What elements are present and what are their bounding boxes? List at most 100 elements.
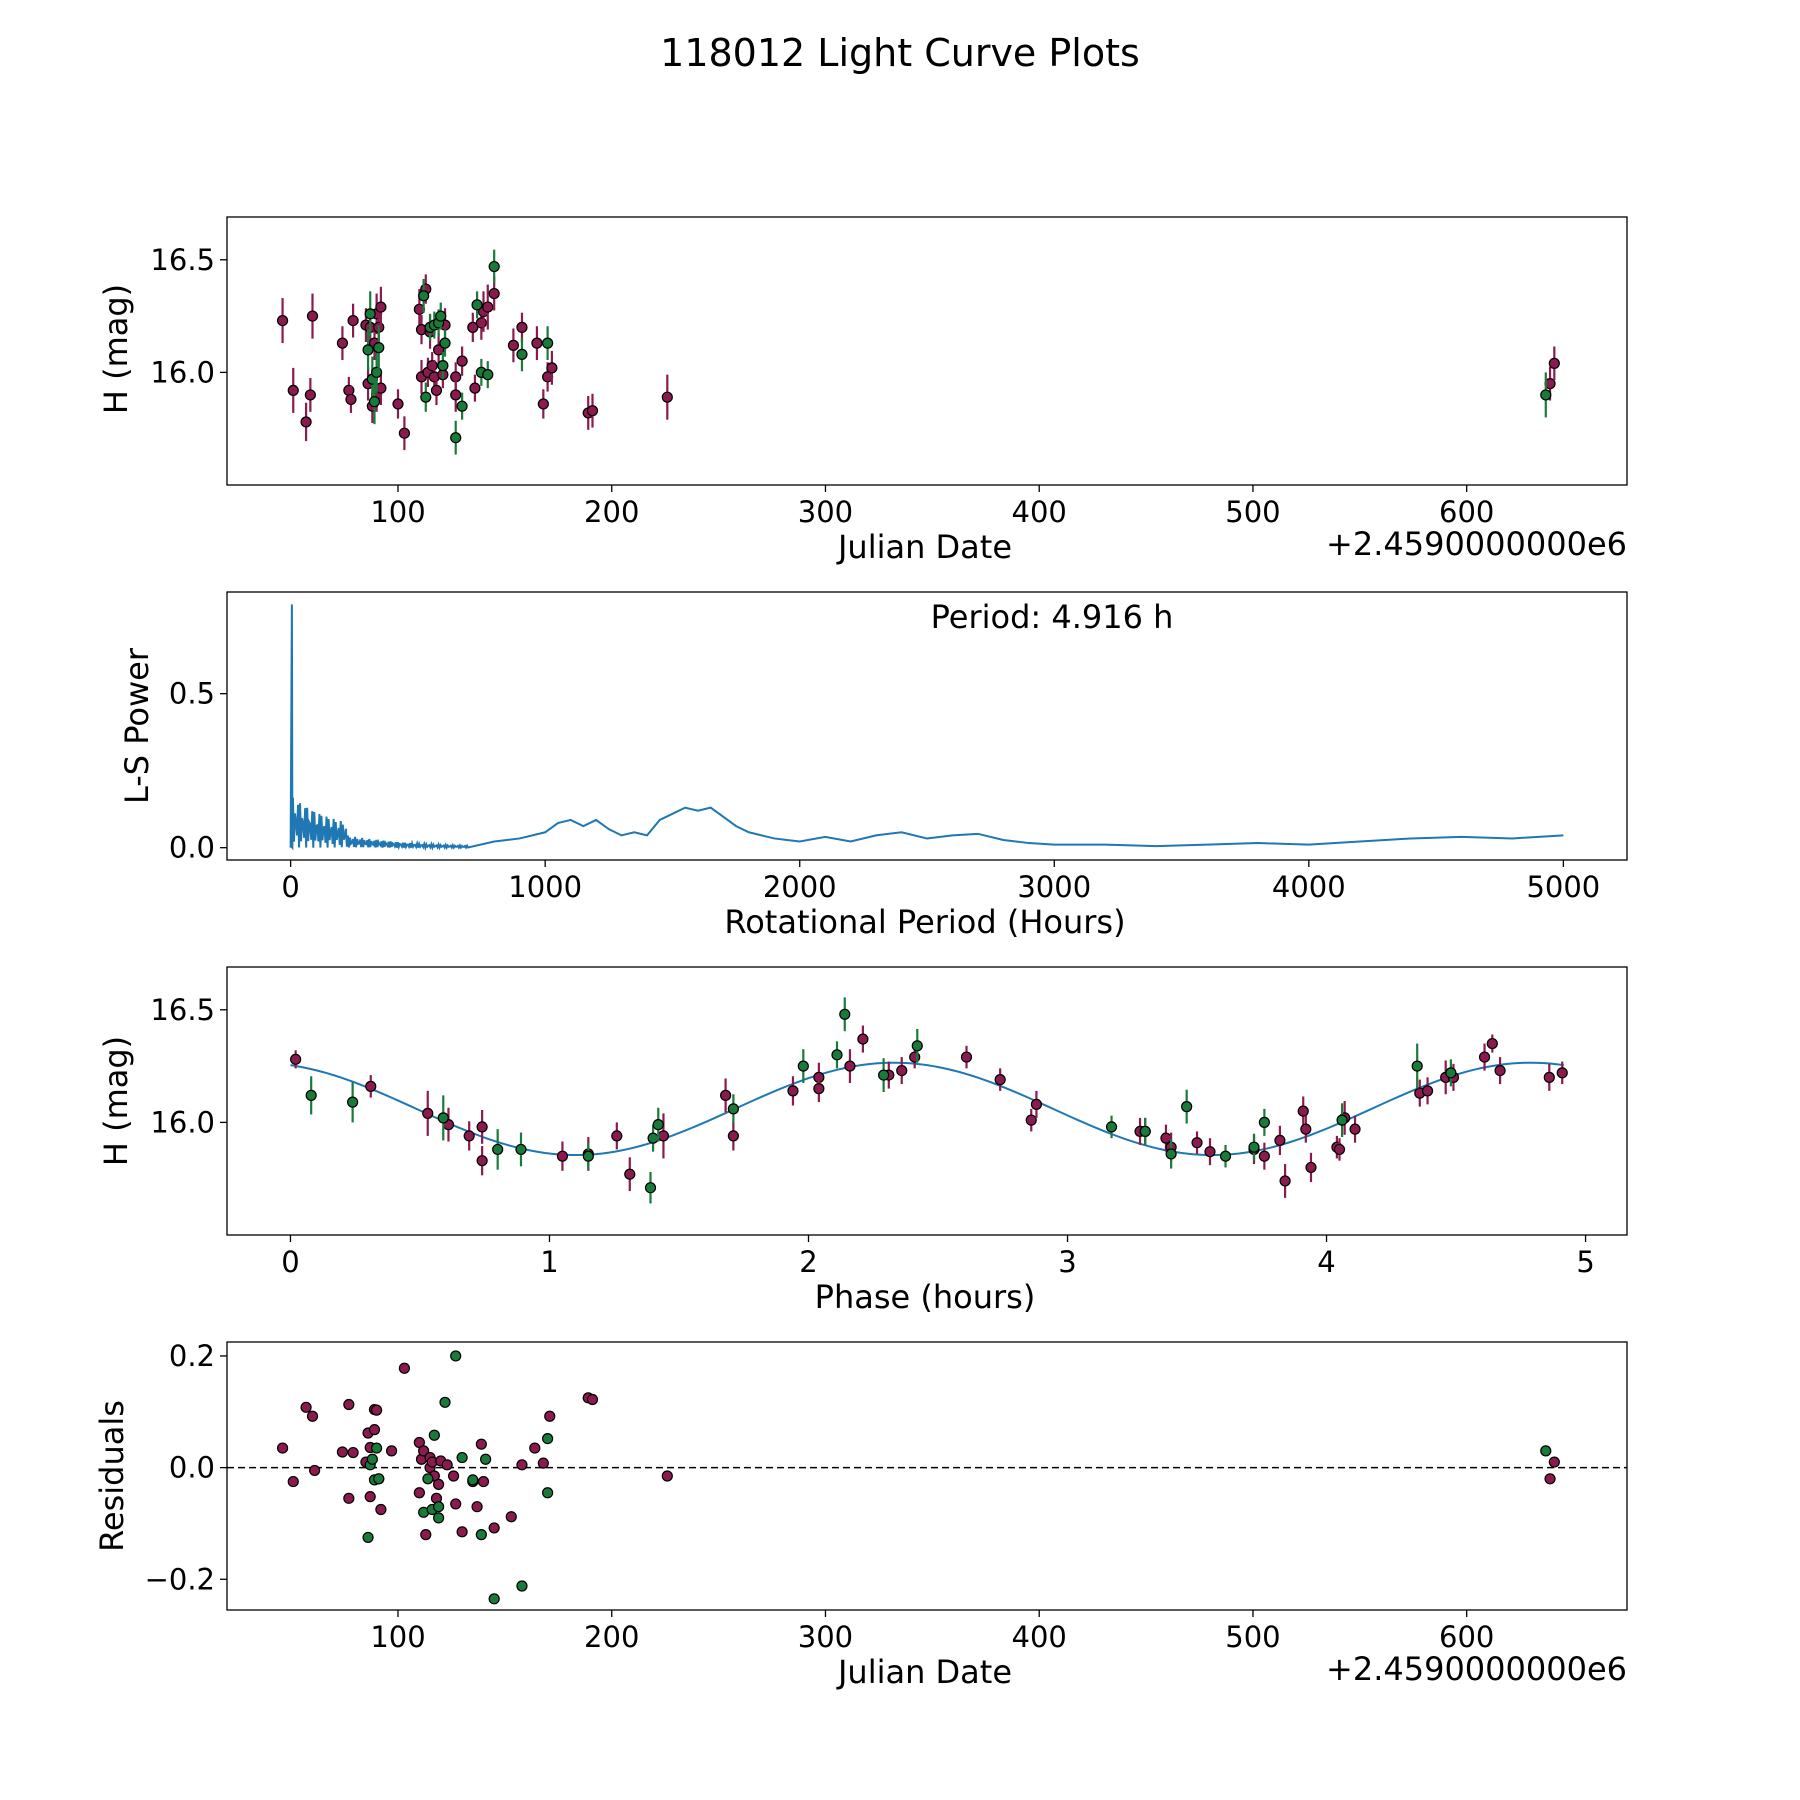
period-annotation: Period: 4.916 h xyxy=(931,598,1174,636)
residuals-green-point xyxy=(542,1432,554,1445)
raw-green-point xyxy=(420,391,432,403)
raw-magenta-point xyxy=(537,398,549,410)
phase-green-point xyxy=(1336,1114,1348,1126)
phase-magenta-point xyxy=(1160,1132,1172,1144)
residuals-magenta-point xyxy=(586,1393,599,1406)
phase-magenta-point xyxy=(290,1053,302,1065)
raw-magenta-point xyxy=(306,310,319,322)
residuals-magenta-point xyxy=(441,1459,453,1471)
residuals-green-point xyxy=(439,1396,451,1408)
residuals-x-tick-label: 200 xyxy=(584,1620,639,1654)
phase-green-point xyxy=(305,1089,317,1101)
raw-magenta-point xyxy=(488,287,500,300)
phase-magenta-point xyxy=(727,1130,739,1142)
residuals-y-axis-label: Residuals xyxy=(93,1400,131,1552)
phase-magenta-point xyxy=(1556,1067,1568,1079)
phase-magenta-point xyxy=(624,1168,636,1180)
residuals-x-axis-label: Julian Date xyxy=(836,1653,1012,1691)
periodogram-x-tick-label: 2000 xyxy=(763,870,837,904)
phase-green-point xyxy=(1258,1116,1270,1128)
raw-green-point xyxy=(364,308,376,320)
phase-green-point xyxy=(582,1150,594,1162)
residuals-x-tick-label: 400 xyxy=(1012,1620,1067,1654)
residuals-x-tick-label: 600 xyxy=(1439,1620,1494,1654)
phase-green-point xyxy=(492,1143,504,1156)
residuals-magenta-point xyxy=(385,1445,398,1457)
phase-magenta-point xyxy=(1543,1071,1555,1083)
periodogram-panel: Rotational Period (Hours) L-S Power Peri… xyxy=(118,591,1628,941)
raw-green-point xyxy=(516,348,528,360)
raw-green-point xyxy=(488,260,500,273)
phase-magenta-point xyxy=(365,1080,377,1092)
raw-magenta-point xyxy=(469,382,481,394)
residuals-magenta-point xyxy=(347,1446,359,1459)
phase-magenta-point xyxy=(1333,1143,1346,1156)
raw-green-point xyxy=(362,344,374,356)
raw-magenta-point xyxy=(661,391,673,403)
residuals-green-point xyxy=(366,1453,378,1465)
phase-magenta-point xyxy=(844,1060,856,1072)
phase-x-tick-label: 0 xyxy=(281,1245,299,1279)
phase-green-point xyxy=(1219,1150,1232,1162)
raw-magenta-point xyxy=(276,314,289,327)
phase-magenta-point xyxy=(1300,1123,1312,1135)
phase-magenta-point xyxy=(960,1051,973,1063)
phase-green-point xyxy=(797,1060,809,1072)
periodogram-plot-area xyxy=(289,604,1564,852)
raw-x-tick-label: 500 xyxy=(1225,495,1280,529)
phase-green-point xyxy=(727,1103,739,1115)
residuals-magenta-point xyxy=(447,1470,460,1482)
raw-magenta-point xyxy=(343,384,355,397)
residuals-green-point xyxy=(362,1531,374,1544)
residuals-magenta-point xyxy=(505,1511,517,1523)
phase-x-tick-label: 1 xyxy=(540,1245,558,1279)
raw-green-point xyxy=(439,337,451,349)
residuals-green-point xyxy=(428,1429,440,1441)
raw-magenta-point xyxy=(398,427,411,439)
phase-green-point xyxy=(1165,1148,1177,1160)
periodogram-x-tick-label: 1000 xyxy=(508,870,582,904)
phase-magenta-point xyxy=(1025,1114,1037,1126)
residuals-magenta-point xyxy=(1544,1473,1556,1485)
phase-green-point xyxy=(347,1096,359,1108)
figure-title: 118012 Light Curve Plots xyxy=(660,31,1140,75)
phase-green-point xyxy=(437,1112,449,1124)
residuals-magenta-point xyxy=(343,1492,355,1504)
residuals-x-tick-label: 100 xyxy=(370,1620,425,1654)
residuals-green-point xyxy=(373,1473,385,1485)
raw-magenta-point xyxy=(433,344,445,356)
periodogram-line xyxy=(289,604,1564,852)
residuals-magenta-point xyxy=(456,1526,468,1538)
phase-magenta-point xyxy=(1297,1105,1309,1117)
phase-green-point xyxy=(647,1132,659,1144)
residuals-magenta-point xyxy=(661,1470,673,1482)
phase-green-point xyxy=(1248,1141,1260,1153)
phase-green-point xyxy=(878,1069,890,1081)
residuals-green-point xyxy=(422,1473,434,1485)
phase-magenta-point xyxy=(787,1085,799,1097)
residuals-magenta-point xyxy=(398,1362,411,1374)
residuals-magenta-point xyxy=(300,1401,312,1413)
residuals-green-point xyxy=(1540,1445,1552,1457)
periodogram-x-tick-label: 3000 xyxy=(1017,870,1091,904)
phase-magenta-point xyxy=(422,1107,434,1119)
residuals-magenta-point xyxy=(418,1445,430,1457)
phase-y-tick-label: 16.0 xyxy=(150,1105,215,1139)
raw-magenta-point xyxy=(375,301,387,313)
raw-green-point xyxy=(418,290,430,302)
residuals-y-tick-label: 0.2 xyxy=(169,1339,215,1373)
residuals-magenta-point xyxy=(450,1498,462,1510)
residuals-axes-frame xyxy=(226,1341,1628,1611)
raw-green-point xyxy=(437,360,449,372)
residuals-x-offset-label: +2.4590000000e6 xyxy=(1326,1650,1627,1688)
phase-magenta-point xyxy=(1030,1098,1043,1110)
residuals-x-tick-label: 300 xyxy=(798,1620,853,1654)
residuals-magenta-point xyxy=(488,1522,500,1534)
raw-magenta-point xyxy=(392,398,404,410)
raw-magenta-point xyxy=(304,389,316,401)
phase-magenta-point xyxy=(896,1064,908,1077)
residuals-panel: Julian Date Residuals +2.4590000000e6 10… xyxy=(93,1339,1628,1691)
phase-plot-area xyxy=(290,997,1568,1204)
residuals-green-point xyxy=(542,1487,554,1499)
raw-magenta-point xyxy=(586,405,599,417)
